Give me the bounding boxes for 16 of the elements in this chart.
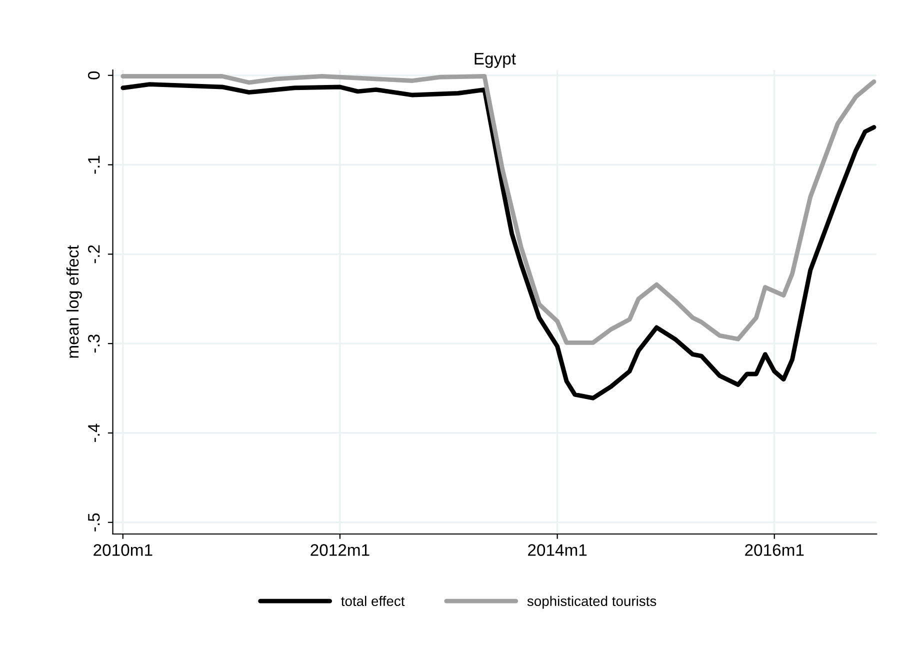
x-tick-label: 2012m1 — [310, 544, 370, 556]
line-series — [120, 82, 876, 400]
y-tick-label: -.5 — [88, 513, 100, 532]
x-tick-label: 2014m1 — [528, 544, 587, 556]
line-series — [120, 74, 876, 345]
x-tick-label: 2010m1 — [94, 544, 152, 556]
y-tick-label: -.1 — [88, 156, 100, 174]
x-tick-label: 2016m1 — [745, 544, 804, 556]
y-tick-label: -.3 — [88, 334, 100, 353]
legend-label: total effect — [341, 596, 405, 606]
y-tick-label: -.4 — [88, 424, 100, 442]
legend-label: sophisticated tourists — [527, 596, 656, 609]
chart-title: Egypt — [474, 52, 516, 68]
y-tick-label: 0 — [88, 71, 100, 80]
y-axis-title: mean log effect — [66, 245, 82, 358]
y-tick-label: -.2 — [88, 245, 100, 264]
